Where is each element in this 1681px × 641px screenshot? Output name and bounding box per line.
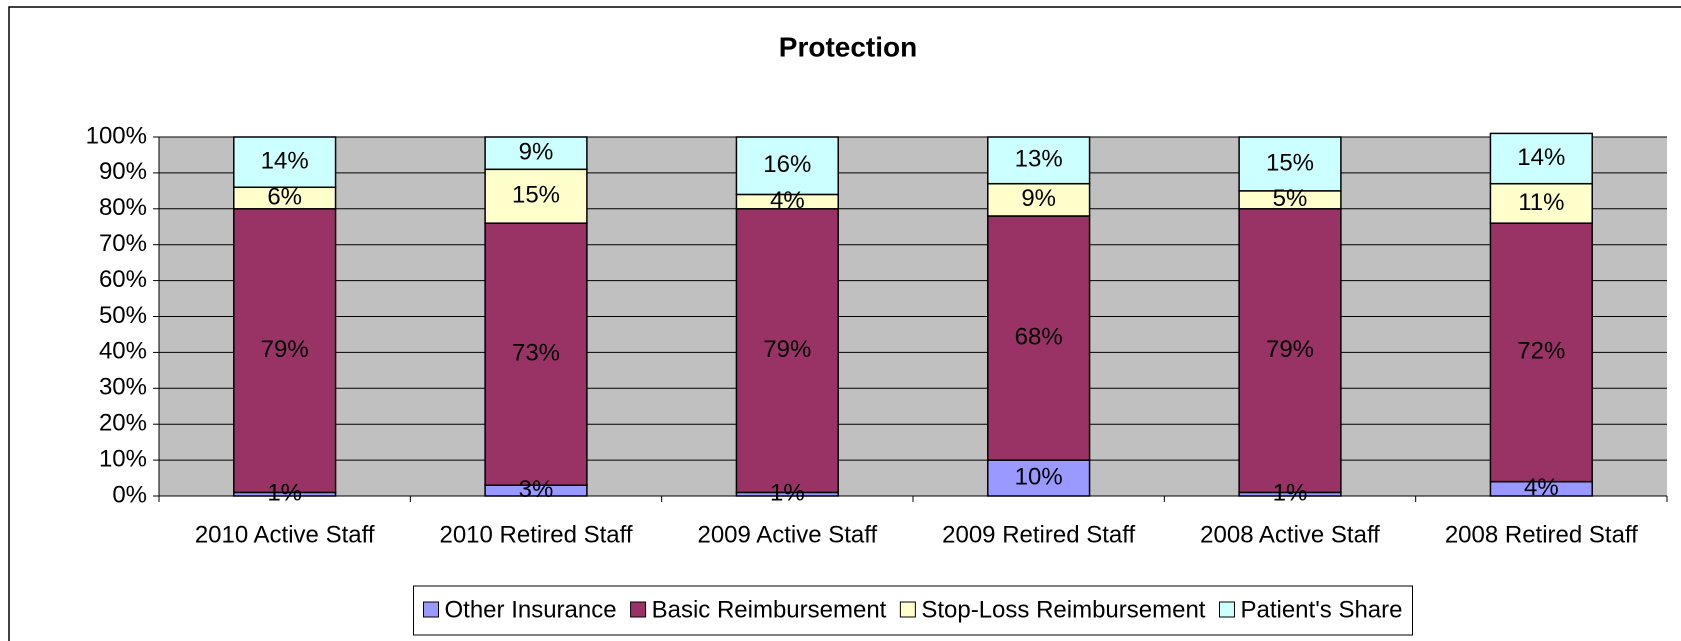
bar-segment (484, 168, 588, 224)
data-label: 4% (770, 187, 805, 214)
data-label: 79% (763, 336, 811, 363)
data-label: 1% (267, 480, 302, 507)
bar-segment (987, 136, 1091, 185)
data-label: 14% (1517, 144, 1565, 171)
legend-swatch (1218, 601, 1235, 618)
y-tick-label: 60% (99, 266, 147, 293)
x-tick-label: 2010 Retired Staff (439, 521, 632, 548)
bar-segment (987, 215, 1091, 461)
legend-swatch (423, 601, 440, 618)
data-label: 72% (1517, 338, 1565, 365)
data-label: 10% (1015, 463, 1063, 490)
data-label: 14% (261, 147, 309, 174)
data-label: 4% (1524, 474, 1559, 501)
x-tick-label: 2008 Retired Staff (1445, 521, 1638, 548)
y-tick-label: 90% (99, 158, 147, 185)
y-tick-label: 0% (112, 481, 147, 508)
bar-segment (233, 208, 337, 494)
bar-segment (1238, 208, 1342, 494)
chart-title: Protection (779, 31, 917, 62)
data-label: 1% (1273, 480, 1308, 507)
data-label: 15% (1266, 149, 1314, 176)
data-label: 73% (512, 340, 560, 367)
data-label: 3% (519, 476, 554, 503)
bar-segment (1489, 222, 1593, 483)
x-tick-label: 2008 Active Staff (1200, 521, 1380, 548)
bar-segment (1489, 132, 1593, 185)
bar-segment (233, 136, 337, 189)
bar-segment (1238, 136, 1342, 192)
legend-swatch (630, 601, 647, 618)
bar-segment (484, 136, 588, 171)
legend-label: Patient's Share (1240, 596, 1402, 623)
data-label: 6% (267, 183, 302, 210)
bar-segment (987, 182, 1091, 217)
x-tick-label: 2009 Retired Staff (942, 521, 1135, 548)
bar-segment (1489, 182, 1593, 224)
x-tick-label: 2009 Active Staff (697, 521, 877, 548)
legend-label: Other Insurance (445, 596, 617, 623)
data-label: 1% (770, 480, 805, 507)
x-tick-label: 2010 Active Staff (195, 521, 375, 548)
data-label: 15% (512, 182, 560, 209)
data-label: 79% (261, 336, 309, 363)
data-label: 68% (1015, 323, 1063, 350)
y-tick-label: 50% (99, 302, 147, 329)
bar-segment (484, 222, 588, 486)
data-label: 13% (1015, 146, 1063, 173)
legend-label: Basic Reimbursement (652, 596, 887, 623)
y-tick-label: 20% (99, 410, 147, 437)
bar-segment (735, 136, 839, 196)
y-tick-label: 70% (99, 230, 147, 257)
data-label: 16% (763, 151, 811, 178)
bar-segment (987, 459, 1091, 497)
data-label: 79% (1266, 336, 1314, 363)
y-tick-label: 30% (99, 374, 147, 401)
legend-label: Stop-Loss Reimbursement (921, 596, 1205, 623)
y-tick-label: 10% (99, 445, 147, 472)
data-label: 5% (1273, 185, 1308, 212)
y-tick-label: 80% (99, 194, 147, 221)
data-label: 9% (1021, 185, 1056, 212)
y-tick-label: 100% (86, 122, 147, 149)
legend-swatch (899, 601, 916, 618)
data-label: 9% (519, 138, 554, 165)
y-tick-label: 40% (99, 338, 147, 365)
data-label: 11% (1518, 189, 1564, 216)
